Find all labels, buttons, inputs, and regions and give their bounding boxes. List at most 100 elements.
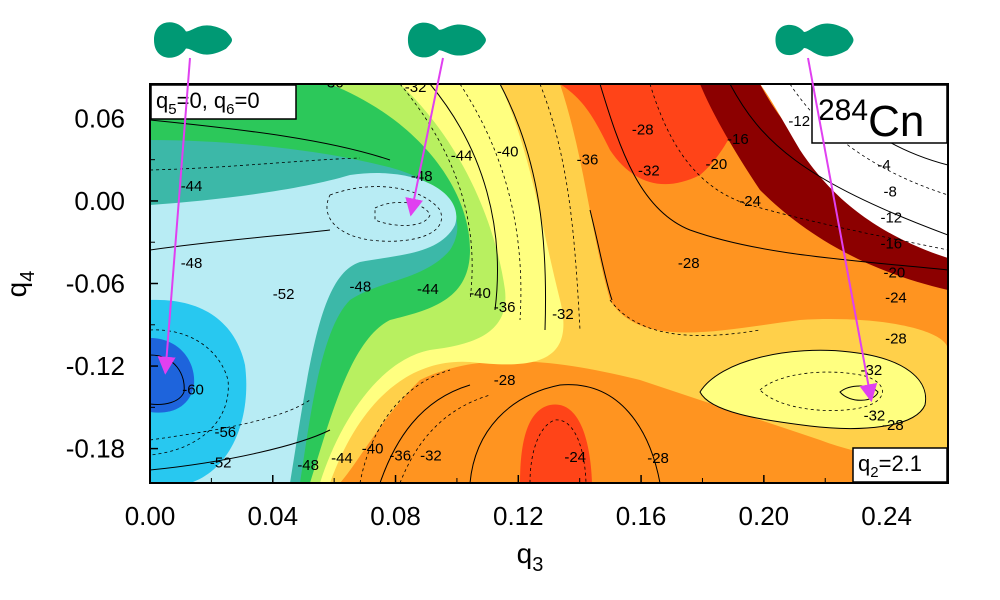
- contour-line: [729, 84, 948, 236]
- svg-text:q4: q4: [1, 271, 39, 298]
- contour-value-label: -60: [182, 381, 204, 398]
- contour-value-label: -28: [632, 121, 654, 138]
- contour-value-label: -24: [564, 449, 586, 466]
- contour-line: [150, 429, 331, 471]
- contour-value-label: -8: [884, 183, 897, 200]
- contour-line: [589, 209, 613, 301]
- contour-value-label: -44: [451, 148, 473, 165]
- minimum-arrow: [405, 57, 444, 217]
- y-tick-label: -0.18: [66, 434, 125, 464]
- region-dark-red: [700, 84, 948, 290]
- svg-text:q5=0, q6=0: q5=0, q6=0: [156, 88, 260, 118]
- contour-value-label: -28: [885, 331, 907, 348]
- contour-value-label: -32: [420, 447, 442, 464]
- x-tick-label: 0.08: [370, 501, 421, 531]
- contour-value-label: -36: [389, 447, 411, 464]
- contour-line: [469, 384, 661, 483]
- x-tick-label: 0.16: [616, 501, 667, 531]
- contour-line: [326, 186, 442, 242]
- contour-line: [459, 84, 522, 321]
- minimum-arrows: [157, 57, 878, 403]
- contour-labels: -36 -32-28 -12-16-20 -4-8-12-16-20-24-28-32…: [181, 79, 907, 474]
- contour-line: [789, 84, 948, 196]
- contour-value-label: -12: [788, 113, 810, 130]
- contour-line: [150, 157, 361, 171]
- contour-line: [374, 202, 431, 226]
- contour-value-label: -56: [214, 424, 236, 441]
- contour-line: [499, 84, 547, 331]
- nuclear-shape-icon: [407, 22, 486, 58]
- region-yellow-right: [700, 350, 926, 429]
- contour-line: [429, 84, 498, 311]
- contour-value-label: -32: [405, 79, 427, 96]
- contour-line: [150, 119, 391, 161]
- fixed-params-box: q5=0, q6=0: [150, 84, 297, 120]
- contour-value-label: -36: [577, 152, 599, 169]
- contour-value-label: -24: [885, 289, 907, 306]
- region-red-orange: [560, 84, 760, 185]
- contour-value-label: -52: [273, 286, 295, 303]
- contour-value-label: -16: [727, 131, 749, 148]
- contour-line: [759, 371, 883, 411]
- svg-text:q2=2.1: q2=2.1: [858, 451, 922, 481]
- contour-plot-area: -36 -32-28 -12-16-20 -4-8-12-16-20-24-28-32…: [150, 79, 948, 483]
- contour-value-label: -44: [417, 281, 439, 298]
- contour-value-label: -48: [411, 168, 433, 185]
- contour-line: [529, 419, 587, 483]
- contour-line: [649, 84, 948, 251]
- nuclear-shape-icon: [154, 22, 232, 58]
- contour-value-label: -24: [739, 193, 761, 210]
- contour-value-label: -48: [181, 255, 203, 272]
- contour-line: [399, 394, 491, 483]
- contour-value-label: -32: [864, 408, 886, 425]
- y-axis: 0.06 0.00 -0.06 -0.12 -0.18: [66, 103, 158, 464]
- contour-value-label: -32: [638, 163, 660, 180]
- filled-contour-regions: [150, 84, 948, 483]
- contour-line: [699, 349, 927, 429]
- contour-line: [599, 84, 948, 271]
- contour-value-label: -28: [647, 450, 669, 467]
- contour-value-label: -36: [494, 299, 516, 316]
- contour-value-label: -20: [884, 264, 906, 281]
- nuclear-shapes: [154, 22, 854, 58]
- nucleus-label-box: 284Cn: [811, 84, 948, 146]
- x-tick-label: 0.20: [739, 501, 790, 531]
- x-tick-label: 0.12: [493, 501, 544, 531]
- contour-line: [399, 84, 473, 301]
- y-tick-label: 0.00: [74, 186, 125, 216]
- contour-value-label: -20: [706, 156, 728, 173]
- y-axis-title: q4: [1, 271, 39, 298]
- x-tick-label: 0.04: [247, 501, 298, 531]
- q2-value-box: q2=2.1: [852, 447, 948, 483]
- contour-value-label: -40: [362, 441, 384, 458]
- contour-value-label: -52: [210, 454, 232, 471]
- y-tick-label: -0.06: [66, 269, 125, 299]
- contour-value-label: -32: [552, 306, 574, 323]
- y-tick-label: 0.06: [74, 103, 125, 133]
- contour-value-label: -28: [882, 417, 904, 434]
- contour-value-label: -44: [331, 450, 353, 467]
- contour-line: [539, 84, 581, 331]
- region-red-orange-bottom: [520, 404, 592, 483]
- contour-line: [359, 369, 451, 483]
- contour-value-label: -48: [297, 457, 319, 474]
- svg-text:q3: q3: [517, 538, 544, 576]
- x-axis: 0.00 0.04 0.08 0.12 0.16 0.20 0.24: [125, 475, 912, 531]
- y-tick-label: -0.12: [66, 351, 125, 381]
- contour-value-label: -48: [350, 278, 372, 295]
- x-tick-label: 0.24: [861, 501, 912, 531]
- contour-line: [839, 385, 879, 401]
- contour-line: [609, 299, 761, 336]
- contour-line: [150, 329, 229, 456]
- contour-value-label: -28: [494, 372, 516, 389]
- contour-value-label: -4: [877, 157, 890, 174]
- nuclear-shape-icon: [775, 23, 854, 57]
- contour-line: [150, 399, 311, 441]
- contour-value-label: -44: [181, 178, 203, 195]
- x-axis-title: q3: [517, 538, 544, 576]
- contour-value-label: -28: [678, 255, 700, 272]
- contour-line: [379, 384, 471, 483]
- contour-value-label: -12: [880, 209, 902, 226]
- minimum-arrow: [807, 57, 878, 403]
